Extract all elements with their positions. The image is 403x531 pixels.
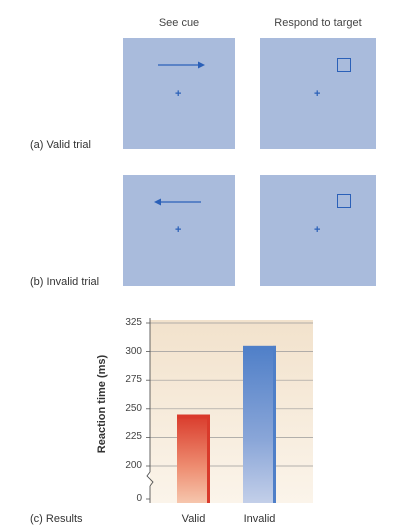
valid-cue-screen: + xyxy=(123,38,235,149)
invalid-target-screen: + xyxy=(260,175,376,286)
left-arrow-cue-icon xyxy=(153,197,203,207)
bar-edge xyxy=(207,415,210,503)
results-label: (c) Results xyxy=(30,513,83,525)
valid-target-screen: + xyxy=(260,38,376,149)
fixation-cross-icon: + xyxy=(175,89,181,100)
target-square-icon xyxy=(337,58,351,72)
target-column-header: Respond to target xyxy=(260,17,376,29)
y-tick-label: 300 xyxy=(116,346,142,357)
axis-break-mark xyxy=(147,472,153,486)
x-category-label: Valid xyxy=(164,513,224,525)
y-tick-label: 0 xyxy=(116,493,142,504)
invalid-trial-label: (b) Invalid trial xyxy=(30,276,99,288)
bar-valid xyxy=(177,415,210,503)
fixation-cross-icon: + xyxy=(314,89,320,100)
valid-trial-label: (a) Valid trial xyxy=(30,139,91,151)
invalid-cue-screen: + xyxy=(123,175,235,286)
bar-invalid xyxy=(243,346,276,503)
y-tick-label: 225 xyxy=(116,431,142,442)
bar-cap xyxy=(177,415,210,419)
bar-edge xyxy=(273,346,276,503)
y-tick-label: 200 xyxy=(116,460,142,471)
fixation-cross-icon: + xyxy=(175,225,181,236)
target-square-icon xyxy=(337,194,351,208)
y-axis-label: Reaction time (ms) xyxy=(96,349,108,459)
cue-column-header: See cue xyxy=(123,17,235,29)
y-tick-label: 325 xyxy=(116,317,142,328)
chart-plot-background xyxy=(150,320,313,503)
bar-cap xyxy=(243,346,276,350)
fixation-cross-icon: + xyxy=(314,225,320,236)
x-category-label: Invalid xyxy=(230,513,290,525)
y-tick-label: 275 xyxy=(116,374,142,385)
y-tick-label: 250 xyxy=(116,403,142,414)
right-arrow-cue-icon xyxy=(156,60,206,70)
